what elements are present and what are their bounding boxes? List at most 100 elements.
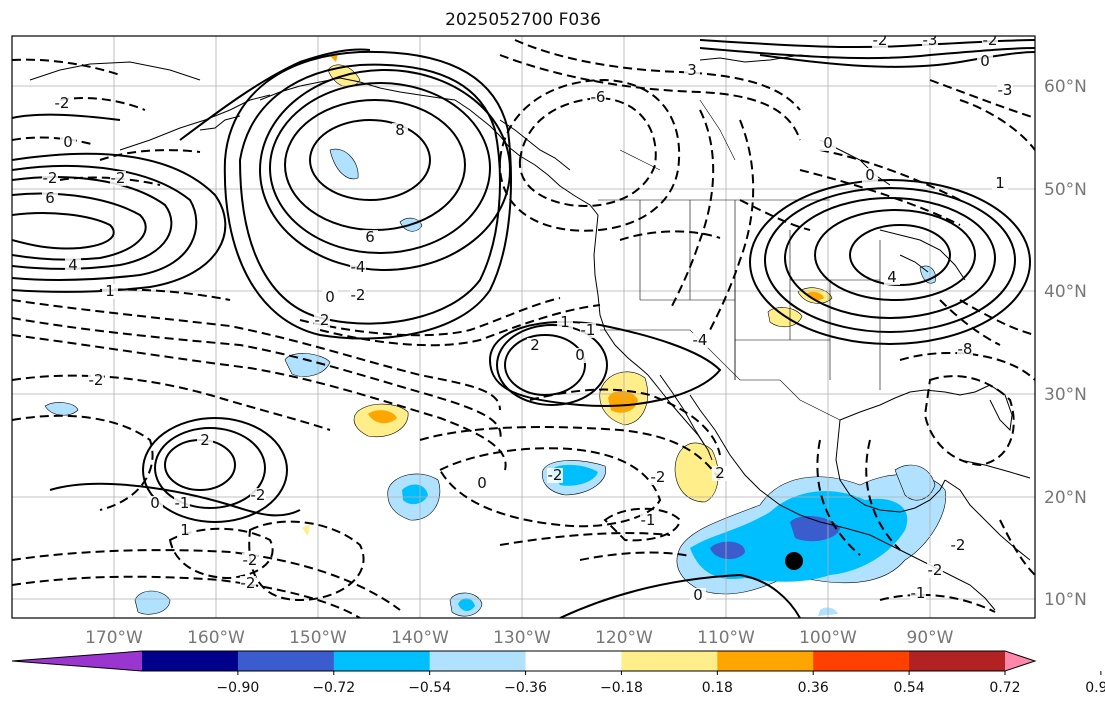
shade-light-blue-4: [329, 148, 359, 180]
contour-label-bg: [110, 171, 126, 186]
colorbar-extension-low: [12, 651, 142, 671]
contour-label-bg: [314, 313, 330, 328]
colorbar-segment: [237, 651, 335, 671]
contour-label-bg: [872, 36, 888, 48]
colorbar-tick-label: −0.18: [600, 680, 643, 696]
contour-label-bg: [322, 290, 338, 305]
contour-label-bg: [240, 576, 256, 591]
colorbar-tick-label: −0.54: [408, 680, 451, 696]
contour-label: -2: [873, 31, 888, 49]
colorbar: −0.90 −0.72 −0.54 −0.36 −0.18 0.18 0.36 0.54 0.7…: [11, 650, 1105, 696]
colorbar-tick-label: 0.54: [894, 680, 925, 696]
contour-label-bg: [54, 96, 70, 111]
contour-label-bg: [692, 333, 708, 348]
contour-label-bg: [60, 135, 76, 150]
contour-label-bg: [362, 230, 378, 245]
contour-label: -3: [998, 81, 1013, 99]
contour-label: -1: [175, 494, 190, 512]
contour-label: -2: [315, 311, 330, 329]
contour-label: -4: [693, 331, 708, 349]
contour-label-bg: [350, 288, 366, 303]
contour-label-bg: [957, 342, 973, 357]
contour-label: -1: [581, 321, 596, 339]
contour-label-bg: [820, 136, 836, 151]
contour-label-bg: [927, 563, 943, 578]
contour-label-bg: [547, 468, 563, 483]
contour-label-bg: [862, 168, 878, 183]
colorbar-segment: [717, 651, 814, 671]
contour-label: 6: [365, 228, 375, 246]
shade-light-blue-6: [44, 402, 79, 416]
contour-label-bg: [392, 123, 408, 138]
contours-negative: [12, 39, 1035, 618]
contour-label: -2: [43, 169, 58, 187]
contour-label-bg: [684, 63, 700, 78]
contour-label-bg: [88, 373, 104, 388]
contour-label: 1: [560, 313, 570, 331]
contour-label-bg: [922, 36, 938, 48]
contours-positive: [12, 39, 1035, 618]
colorbar-segment: [333, 651, 431, 671]
lon-tick-label: 110°W: [697, 628, 755, 648]
colorbar-segment: [813, 651, 910, 671]
contour-label: -3: [923, 31, 938, 49]
storm-marker-dot: [785, 552, 803, 570]
contour-label: 4: [68, 256, 78, 274]
contour-label-bg: [950, 538, 966, 553]
lon-tick-label: 130°W: [493, 628, 551, 648]
contour-label: -2: [111, 169, 126, 187]
lat-tick-label: 60°N: [1044, 77, 1087, 97]
colorbar-outline: [11, 650, 1037, 672]
colorbar-tick-label: 0.72: [989, 680, 1020, 696]
contour-label-bg: [242, 553, 258, 568]
lon-tick-label: 90°W: [907, 628, 954, 648]
map-title: 2025052700 F036: [445, 10, 601, 30]
contour-label: -2: [928, 561, 943, 579]
contour-label-bg: [580, 323, 596, 338]
shade-yellow-7: [330, 54, 338, 62]
shade-yellow-8: [302, 524, 310, 536]
contour-label: 8: [395, 121, 405, 139]
colorbar-tick-label: −0.72: [312, 680, 355, 696]
contour-label-bg: [640, 513, 656, 528]
contour-label: 1: [995, 174, 1005, 192]
lat-tick-label: 30°N: [1044, 385, 1087, 405]
contour-label: 0: [865, 166, 875, 184]
contour-label-bg: [174, 496, 190, 511]
contour-label: 0: [150, 494, 160, 512]
latitude-tick-labels: 10°N 20°N 30°N 40°N 50°N 60°N: [1044, 77, 1087, 610]
contour-label: -2: [351, 286, 366, 304]
longitude-tick-labels: 170°W 160°W 150°W 140°W 130°W 120°W 110°…: [85, 628, 954, 648]
contour-label: -2: [251, 486, 266, 504]
contour-label: 1: [180, 521, 190, 539]
contour-labels: -20-26-286-4-640 -22-1-2-220 -1 -2-2-2-20 -2…: [42, 31, 1013, 604]
contour-label-bg: [557, 315, 573, 330]
contour-label: -2: [89, 371, 104, 389]
contour-label: -4: [351, 258, 366, 276]
lat-tick-label: 40°N: [1044, 282, 1087, 302]
contour-label-bg: [474, 476, 490, 491]
lon-tick-label: 170°W: [85, 628, 143, 648]
contour-label-bg: [712, 466, 728, 481]
contour-label: 0: [693, 586, 703, 604]
colorbar-segment: [429, 651, 527, 671]
contour-label-bg: [977, 54, 993, 69]
colorbar-segment: [909, 651, 1006, 671]
contour-label: 0: [63, 133, 73, 151]
contour-label: -2: [55, 94, 70, 112]
contour-label-bg: [992, 176, 1008, 191]
colorbar-tick-label: 0.90: [1085, 680, 1105, 696]
shade-blue-patch-2: [790, 516, 840, 542]
contour-label: 6: [45, 189, 55, 207]
shade-orange-1: [608, 390, 638, 413]
graticule: [12, 36, 1035, 618]
contour-label: 2: [715, 464, 725, 482]
shade-orange-2: [368, 410, 397, 424]
contour-label-bg: [65, 258, 81, 273]
contour-label: 0: [823, 134, 833, 152]
contour-label: 0: [575, 346, 585, 364]
lon-tick-label: 160°W: [187, 628, 245, 648]
contour-label-bg: [102, 284, 118, 299]
shade-cyan-3: [458, 598, 475, 612]
